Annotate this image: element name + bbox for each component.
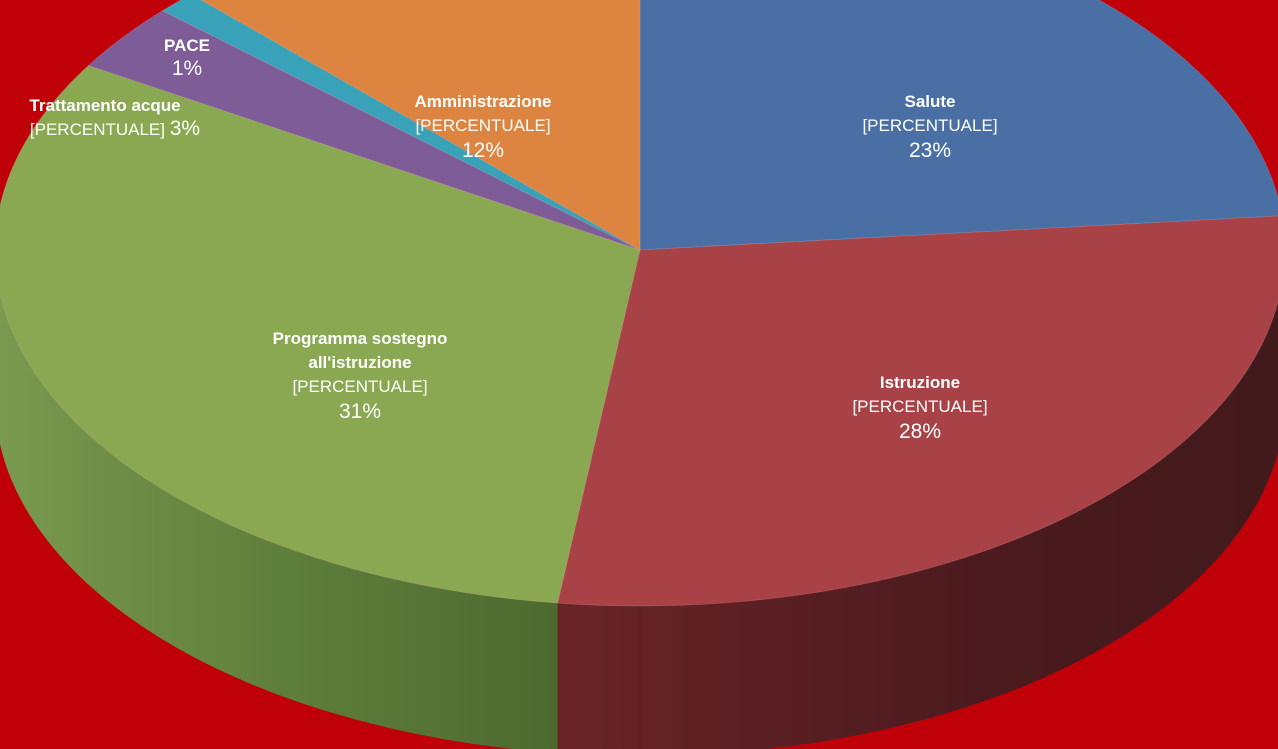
slice-label-programma-sostegno-all-istruzione-line-1: Programma sostegno	[273, 329, 448, 348]
slice-label-istruzione: Istruzione	[880, 373, 960, 392]
slice-label-programma-sostegno-all-istruzione-line-2: all'istruzione	[308, 353, 411, 372]
slice-label-amministrazione: Amministrazione	[415, 92, 552, 111]
slice-placeholder-amministrazione: [PERCENTUALE]	[415, 116, 550, 135]
slice-percent-programma-sostegno-all-istruzione: 31%	[339, 400, 381, 423]
slice-percent-amministrazione: 12%	[462, 139, 504, 162]
slice-label-pace: PACE	[164, 36, 210, 55]
slice-placeholder-salute: [PERCENTUALE]	[862, 116, 997, 135]
slice-value-line-trattamento-acque: [PERCENTUALE] 3%	[30, 117, 200, 140]
slice-placeholder-programma-sostegno-all-istruzione: [PERCENTUALE]	[292, 377, 427, 396]
slice-label-trattamento-acque: Trattamento acque	[29, 96, 180, 115]
slice-label-salute: Salute	[904, 92, 955, 111]
slice-percent-salute: 23%	[909, 139, 951, 162]
slice-percent-istruzione: 28%	[899, 420, 941, 443]
slice-placeholder-trattamento-acque: [PERCENTUALE]	[30, 120, 170, 139]
slice-placeholder-istruzione: [PERCENTUALE]	[852, 397, 987, 416]
slice-percent-trattamento-acque: 3%	[170, 117, 200, 140]
slice-percent-pace: 1%	[172, 57, 202, 80]
